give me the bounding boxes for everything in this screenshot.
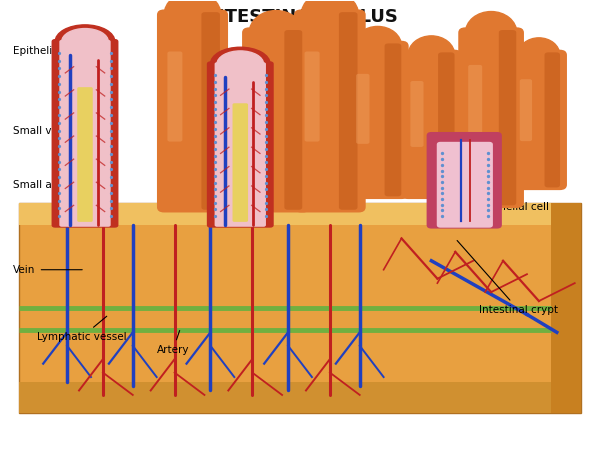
FancyBboxPatch shape [19, 202, 581, 225]
FancyBboxPatch shape [19, 202, 581, 413]
Text: INTESTINAL VILLUS: INTESTINAL VILLUS [203, 8, 397, 26]
FancyBboxPatch shape [233, 103, 248, 222]
FancyBboxPatch shape [77, 87, 93, 222]
Ellipse shape [301, 0, 359, 38]
FancyBboxPatch shape [305, 51, 320, 142]
FancyBboxPatch shape [438, 52, 455, 196]
Text: Lymphatic vessel: Lymphatic vessel [37, 316, 127, 342]
FancyBboxPatch shape [339, 12, 358, 210]
FancyBboxPatch shape [252, 66, 266, 148]
Ellipse shape [62, 28, 108, 55]
FancyBboxPatch shape [19, 382, 581, 413]
Text: Artery: Artery [157, 330, 189, 355]
Text: Epithelial cell: Epithelial cell [13, 45, 83, 71]
FancyBboxPatch shape [410, 81, 424, 147]
FancyBboxPatch shape [385, 44, 401, 196]
FancyBboxPatch shape [294, 9, 365, 212]
Ellipse shape [466, 12, 517, 54]
FancyBboxPatch shape [427, 132, 502, 229]
Ellipse shape [408, 36, 455, 74]
FancyBboxPatch shape [511, 50, 567, 190]
FancyBboxPatch shape [59, 40, 110, 227]
FancyBboxPatch shape [458, 27, 524, 208]
FancyBboxPatch shape [215, 62, 266, 227]
Ellipse shape [518, 38, 560, 72]
Text: Intestinal crypt: Intestinal crypt [457, 240, 558, 315]
FancyBboxPatch shape [157, 9, 228, 212]
FancyBboxPatch shape [202, 12, 220, 210]
FancyBboxPatch shape [207, 61, 274, 228]
Text: Vein: Vein [13, 265, 82, 274]
Ellipse shape [354, 27, 401, 66]
FancyBboxPatch shape [284, 30, 302, 210]
FancyBboxPatch shape [52, 39, 118, 228]
FancyBboxPatch shape [167, 51, 182, 142]
Ellipse shape [211, 47, 270, 81]
FancyBboxPatch shape [468, 65, 482, 145]
FancyBboxPatch shape [551, 202, 581, 413]
Ellipse shape [249, 10, 303, 55]
FancyBboxPatch shape [356, 74, 370, 144]
Ellipse shape [164, 0, 221, 38]
Text: Epithelial cell: Epithelial cell [452, 173, 549, 212]
FancyBboxPatch shape [347, 41, 409, 199]
FancyBboxPatch shape [242, 27, 310, 212]
Text: Small artery: Small artery [13, 180, 77, 194]
Ellipse shape [55, 25, 115, 59]
FancyBboxPatch shape [499, 30, 516, 205]
FancyBboxPatch shape [520, 79, 532, 141]
Text: Intestinal villus: Intestinal villus [434, 54, 547, 90]
FancyBboxPatch shape [437, 142, 493, 228]
Ellipse shape [217, 51, 263, 77]
FancyBboxPatch shape [545, 52, 560, 188]
FancyBboxPatch shape [401, 50, 462, 199]
Text: Small vein: Small vein [13, 126, 68, 148]
